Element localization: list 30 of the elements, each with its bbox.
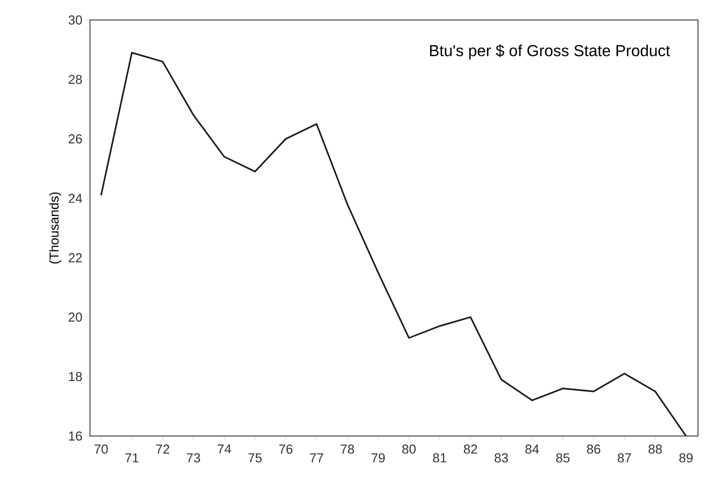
x-tick-label: 71 (125, 453, 138, 462)
x-tick-label: 85 (556, 453, 570, 462)
y-tick-label: 20 (68, 312, 82, 322)
x-tick-label: 82 (464, 444, 478, 454)
y-tick-label: 16 (69, 431, 82, 441)
x-tick-label: 87 (618, 453, 631, 462)
y-tick-label: 30 (68, 15, 82, 25)
x-tick-label: 79 (372, 453, 385, 462)
y-tick-label: 18 (69, 372, 82, 382)
x-tick-label: 78 (340, 444, 354, 454)
x-tick-label: 84 (525, 444, 539, 454)
x-tick-label: 88 (648, 444, 662, 454)
y-axis-title: (Thousands) (49, 192, 62, 264)
x-tick-label: 70 (94, 444, 108, 454)
x-tick-label: 75 (248, 453, 262, 462)
y-tick-label: 22 (68, 253, 82, 262)
annotation: Btu's per $ of Gross State Product (430, 44, 670, 60)
x-tick-label: 73 (186, 453, 200, 462)
y-tick-label: 24 (68, 194, 82, 203)
y-tick-label: 28 (68, 74, 82, 84)
x-tick-label: 81 (433, 453, 446, 462)
y-tick-label: 26 (68, 134, 82, 144)
x-tick-label: 77 (310, 453, 324, 462)
x-tick-label: 76 (279, 444, 292, 454)
x-tick-label: 74 (218, 444, 232, 454)
x-tick-label: 72 (156, 444, 170, 454)
x-tick-label: 83 (494, 453, 508, 462)
x-tick-label: 86 (587, 444, 600, 454)
x-tick-label: 89 (679, 453, 693, 462)
x-tick-label: 80 (402, 444, 416, 454)
